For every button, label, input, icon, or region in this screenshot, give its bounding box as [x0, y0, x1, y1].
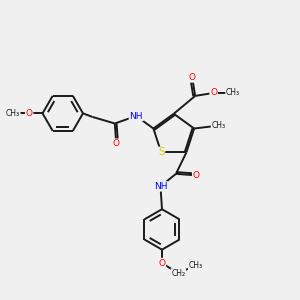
Text: NH: NH — [154, 182, 167, 191]
Text: S: S — [158, 148, 164, 158]
Text: O: O — [113, 139, 120, 148]
Text: O: O — [189, 73, 196, 82]
Text: O: O — [26, 109, 33, 118]
Text: CH₃: CH₃ — [212, 121, 226, 130]
Text: CH₃: CH₃ — [188, 261, 203, 270]
Text: O: O — [158, 259, 166, 268]
Text: CH₃: CH₃ — [226, 88, 240, 98]
Text: O: O — [210, 88, 217, 98]
Text: CH₂: CH₂ — [171, 269, 185, 278]
Text: CH₃: CH₃ — [6, 109, 20, 118]
Text: O: O — [193, 171, 200, 180]
Text: NH: NH — [129, 112, 143, 121]
